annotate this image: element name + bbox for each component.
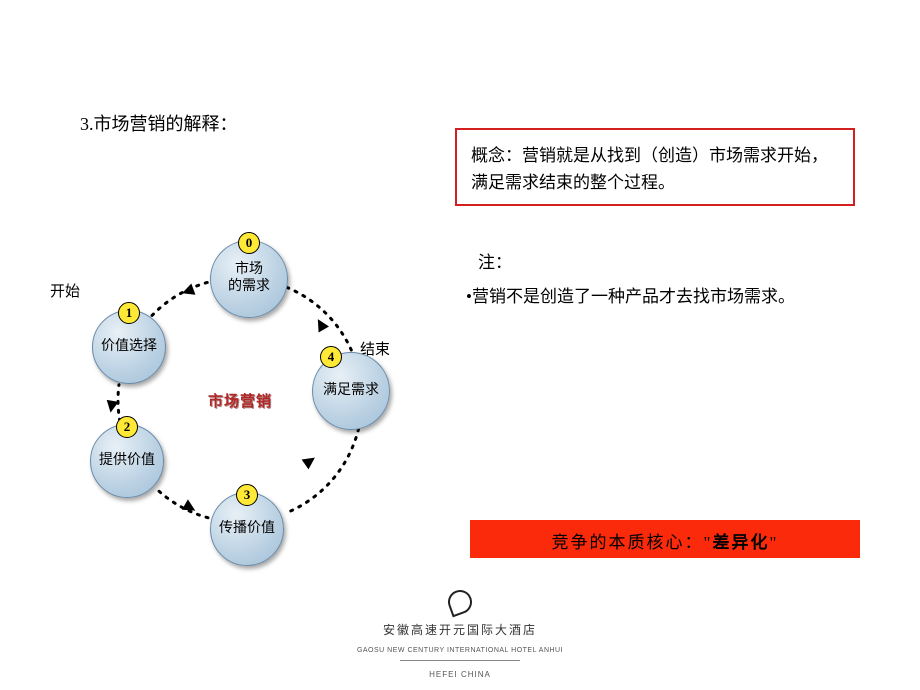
note-label: 注：: [478, 248, 512, 273]
cycle-node-badge-3: 3: [236, 484, 258, 506]
concept-box: 概念：营销就是从找到（创造）市场需求开始，满足需求结束的整个过程。: [455, 128, 855, 206]
competition-prefix: 竞争的本质核心：": [552, 533, 713, 552]
competition-box: 竞争的本质核心："差异化": [470, 520, 860, 558]
logo-icon: [445, 587, 476, 618]
footer-cn: 安徽高速开元国际大酒店: [383, 623, 537, 637]
competition-suffix: ": [770, 533, 779, 552]
cycle-diagram: 开始 结束 市场营销 市场 的需求0价值选择1提供价值2传播价值3满足需求4: [40, 230, 440, 570]
section-heading: 3.市场营销的解释：: [80, 110, 238, 136]
concept-text: 概念：营销就是从找到（创造）市场需求开始，满足需求结束的整个过程。: [471, 146, 828, 192]
competition-highlight: 差异化: [713, 533, 770, 552]
footer-en: GAOSU NEW CENTURY INTERNATIONAL HOTEL AN…: [357, 647, 563, 654]
note-bullet: •营销不是创造了一种产品才去找市场需求。: [466, 282, 795, 307]
cycle-node-badge-1: 1: [118, 302, 140, 324]
footer-branding: 安徽高速开元国际大酒店 GAOSU NEW CENTURY INTERNATIO…: [0, 590, 920, 682]
footer-location: HEFEI CHINA: [429, 670, 491, 679]
footer-rule: [400, 660, 520, 661]
cycle-node-badge-0: 0: [238, 232, 260, 254]
arrow-head: [105, 400, 119, 414]
cycle-node-badge-2: 2: [116, 416, 138, 438]
cycle-node-badge-4: 4: [320, 346, 342, 368]
